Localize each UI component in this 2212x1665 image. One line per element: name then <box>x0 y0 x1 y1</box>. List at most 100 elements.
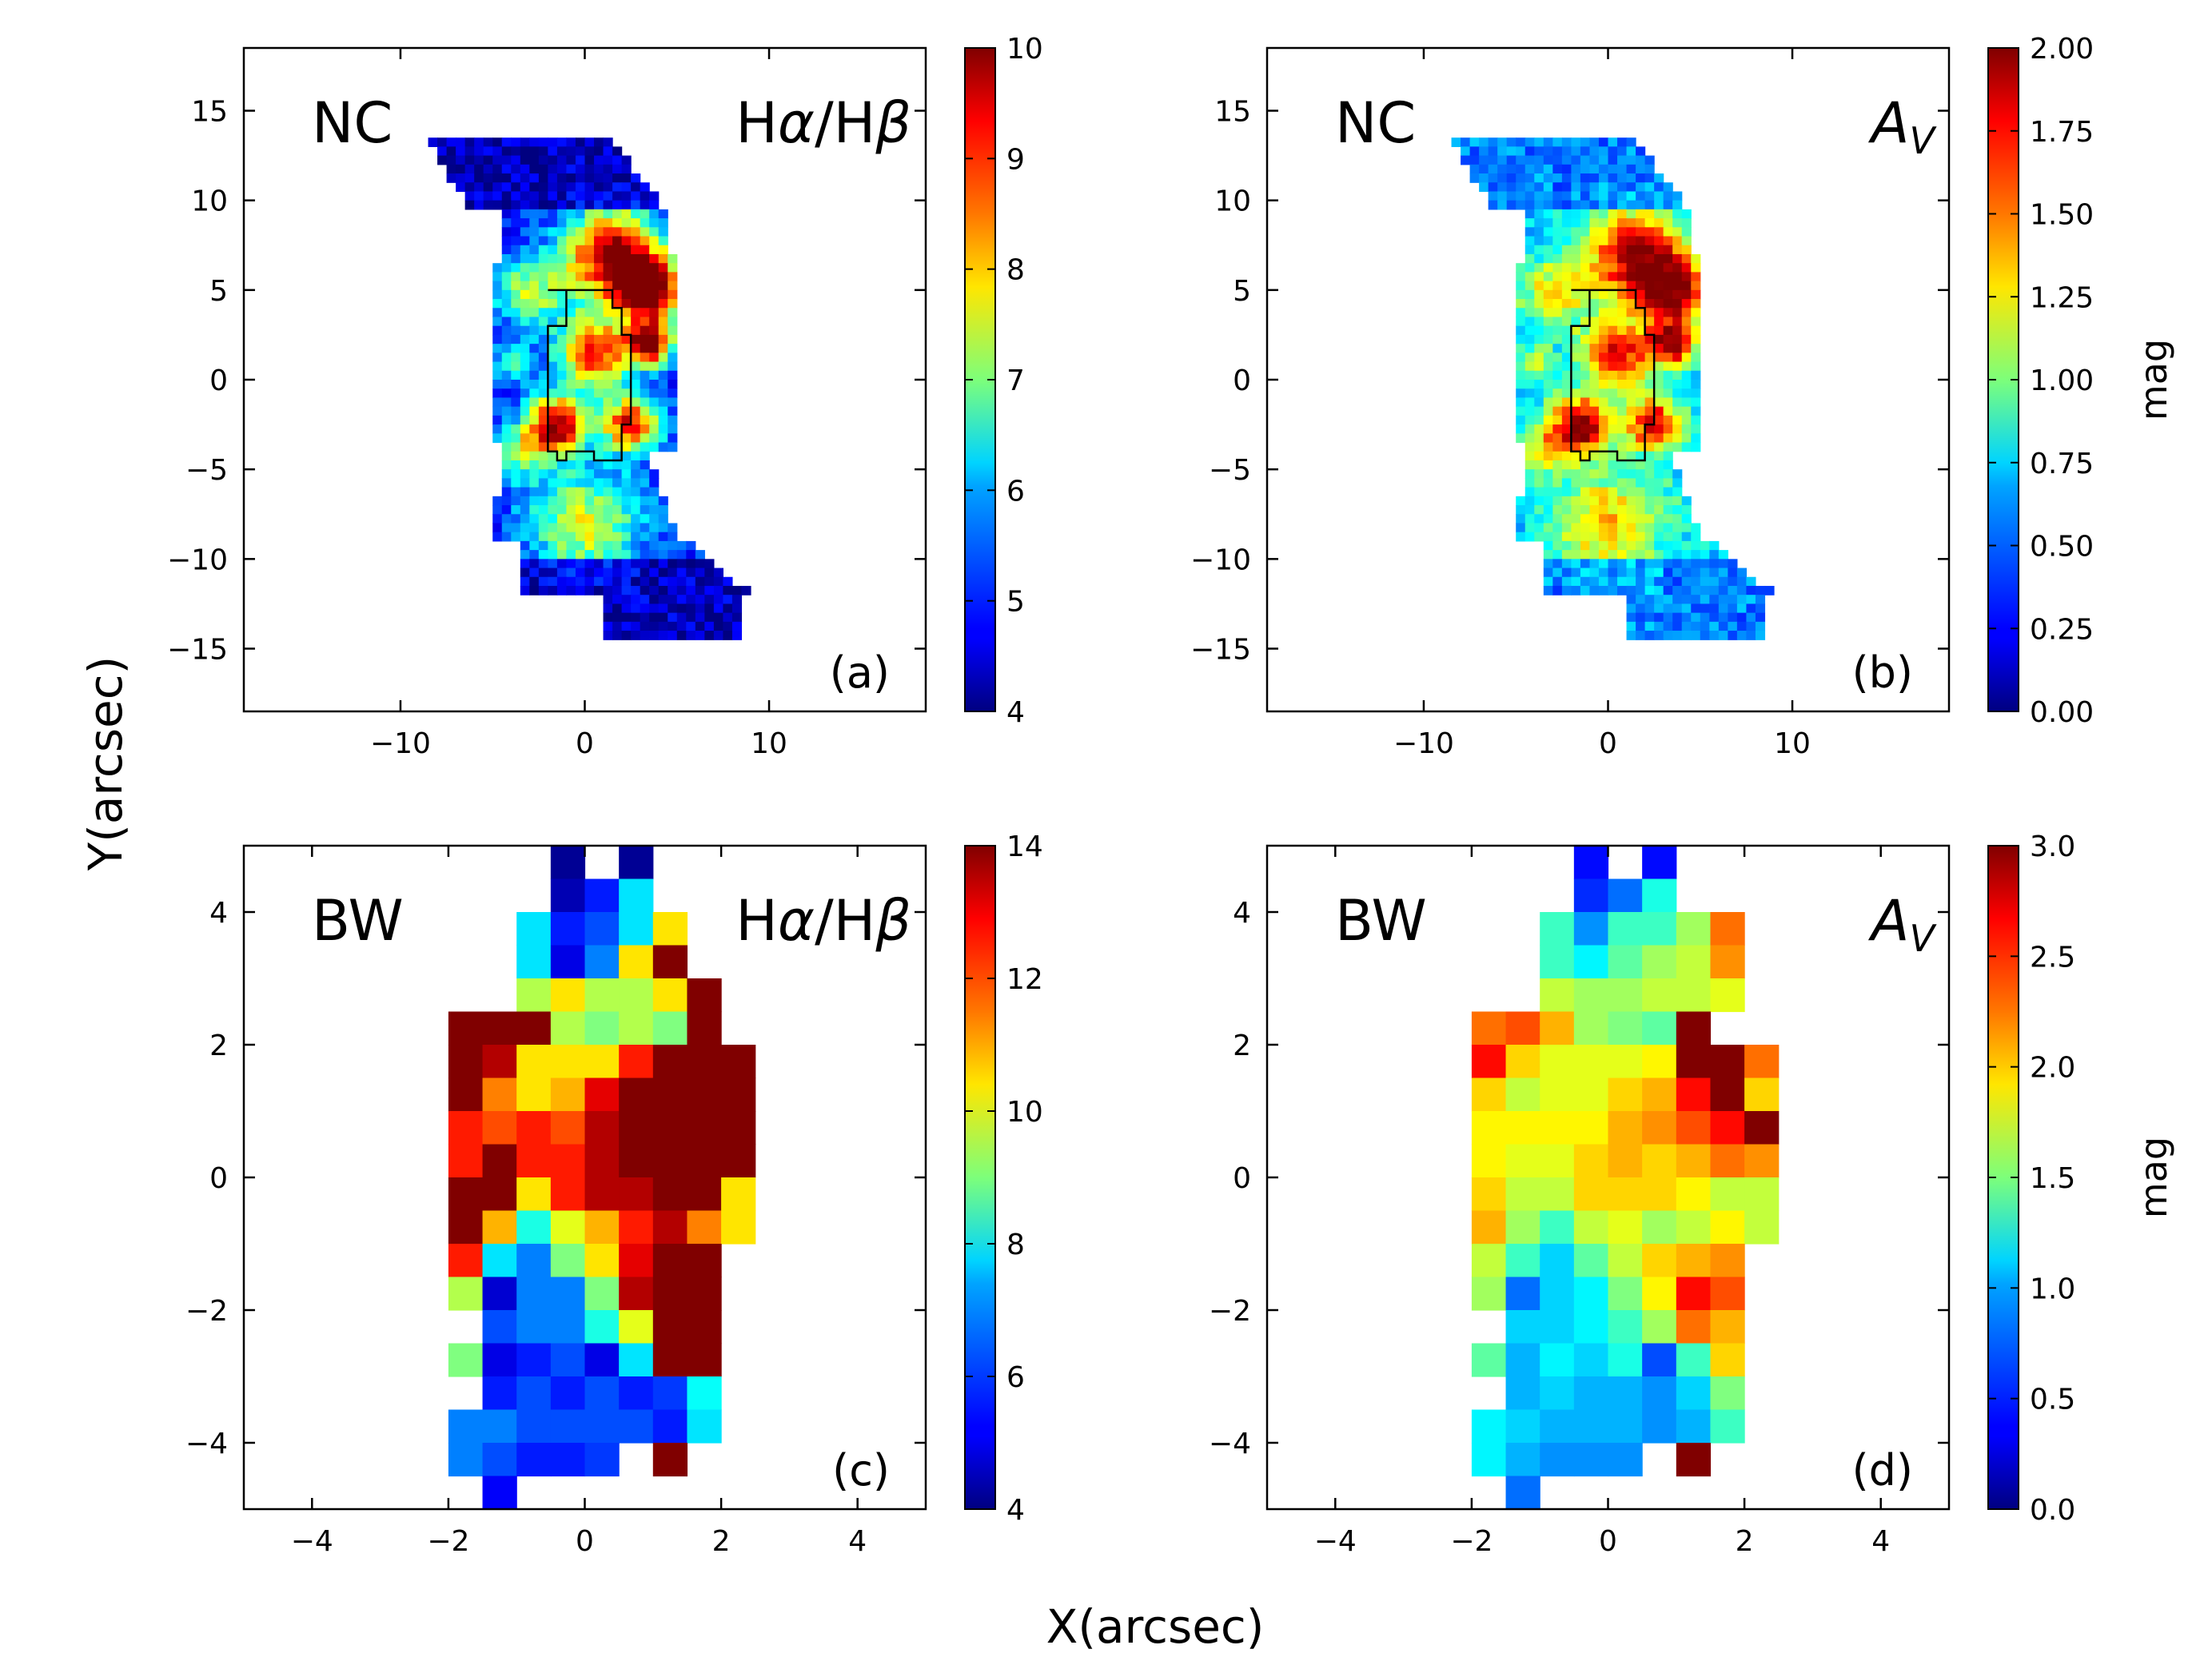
heatmap-cell <box>640 388 650 399</box>
heatmap-cell <box>612 253 623 264</box>
heatmap-cell <box>640 478 650 488</box>
heatmap-cell <box>529 505 540 515</box>
heatmap-cell <box>619 912 654 946</box>
heatmap-cell <box>1598 559 1609 569</box>
heatmap-cell <box>687 1177 722 1212</box>
heatmap-cell <box>1580 164 1591 174</box>
heatmap-cell <box>1598 505 1609 515</box>
heatmap-cell <box>658 236 668 246</box>
heatmap-cell <box>1654 334 1664 345</box>
heatmap-cell <box>1617 209 1628 219</box>
heatmap-cell <box>1543 585 1553 595</box>
heatmap-cell <box>1672 576 1683 587</box>
heatmap-cell <box>603 631 613 640</box>
heatmap-cell <box>1663 325 1673 336</box>
heatmap-cell <box>566 523 576 533</box>
heatmap-cell <box>603 317 613 327</box>
heatmap-cell <box>501 442 512 452</box>
heatmap-cell <box>1552 200 1563 210</box>
heatmap-cell <box>548 308 558 318</box>
heatmap-cell <box>584 325 595 336</box>
heatmap-cell <box>556 576 568 587</box>
heatmap-cell <box>1617 334 1628 345</box>
heatmap-cell <box>1534 388 1544 399</box>
heatmap-cell <box>492 496 503 506</box>
heatmap-cell <box>1617 236 1628 246</box>
heatmap-cell <box>1552 424 1563 434</box>
heatmap-cell <box>1644 603 1655 614</box>
heatmap-cell <box>594 496 604 506</box>
heatmap-cell <box>1608 1210 1643 1245</box>
heatmap-cell <box>1471 1210 1507 1245</box>
heatmap-cell <box>621 325 632 336</box>
heatmap-cell <box>1644 612 1655 623</box>
heatmap-cell <box>1672 424 1683 434</box>
heatmap-cell <box>575 182 586 193</box>
heatmap-cell <box>1534 155 1544 165</box>
heatmap-cell <box>649 585 660 595</box>
heatmap-cell <box>492 532 503 542</box>
heatmap-cell <box>1691 344 1701 353</box>
heatmap-cell <box>1561 281 1572 291</box>
heatmap-cell <box>704 568 715 578</box>
heatmap-cell <box>649 621 660 631</box>
heatmap-cell <box>658 612 668 623</box>
heatmap-cell <box>1654 514 1664 524</box>
heatmap-cell <box>1552 245 1563 255</box>
heatmap-cell <box>1534 433 1544 444</box>
heatmap-cell <box>640 612 650 623</box>
heatmap-cell <box>704 595 715 605</box>
heatmap-cell <box>631 299 641 309</box>
heatmap-cell <box>1534 478 1544 488</box>
heatmap-cell <box>1663 514 1673 524</box>
heatmap-cell <box>704 603 715 614</box>
heatmap-cell <box>658 281 668 291</box>
heatmap-cell <box>686 540 696 551</box>
heatmap-cell <box>556 272 568 282</box>
heatmap-cell <box>1552 164 1563 174</box>
heatmap-cell <box>1506 164 1517 174</box>
heatmap-cell <box>1654 218 1664 228</box>
heatmap-cell <box>1589 406 1600 416</box>
heatmap-cell <box>612 532 623 542</box>
heatmap-cell <box>1561 308 1572 318</box>
heatmap-cell <box>1626 631 1636 640</box>
heatmap-cell <box>1626 263 1636 273</box>
heatmap-cell <box>676 612 687 623</box>
heatmap-cell <box>1700 568 1710 578</box>
heatmap-cell <box>1543 540 1553 551</box>
heatmap-cell <box>584 1210 620 1245</box>
heatmap-cell <box>474 146 484 157</box>
heatmap-cell <box>1663 289 1673 300</box>
heatmap-cell <box>1451 137 1461 147</box>
heatmap-cell <box>1506 137 1517 147</box>
heatmap-cell <box>1580 191 1591 201</box>
heatmap-cell <box>1608 388 1618 399</box>
heatmap-cell <box>1672 603 1683 614</box>
heatmap-cell <box>1589 289 1600 300</box>
heatmap-cell <box>575 146 586 157</box>
heatmap-cell <box>1700 576 1710 587</box>
y-tick-label: −5 <box>185 454 228 487</box>
heatmap-cell <box>1672 272 1683 282</box>
heatmap-cell <box>631 496 641 506</box>
heatmap-cell <box>556 433 568 444</box>
heatmap-cell <box>1534 397 1544 408</box>
heatmap-cell <box>550 978 586 1013</box>
heatmap-cell <box>1589 263 1600 273</box>
heatmap-cell <box>1598 514 1609 524</box>
heatmap-cell <box>1506 146 1517 157</box>
heatmap-cell <box>668 576 678 587</box>
heatmap-cell <box>1543 442 1553 452</box>
heatmap-cell <box>1543 317 1553 327</box>
heatmap-cell <box>556 253 568 264</box>
heatmap-cell <box>1497 200 1508 210</box>
heatmap-cell <box>1644 424 1655 434</box>
heatmap-cell <box>1571 532 1581 542</box>
heatmap-cell <box>1663 361 1673 372</box>
heatmap-cell <box>556 173 568 183</box>
heatmap-cell <box>1571 487 1581 497</box>
heatmap-cell <box>1654 469 1664 479</box>
heatmap-cell <box>1524 218 1535 228</box>
heatmap-cell <box>520 397 530 408</box>
